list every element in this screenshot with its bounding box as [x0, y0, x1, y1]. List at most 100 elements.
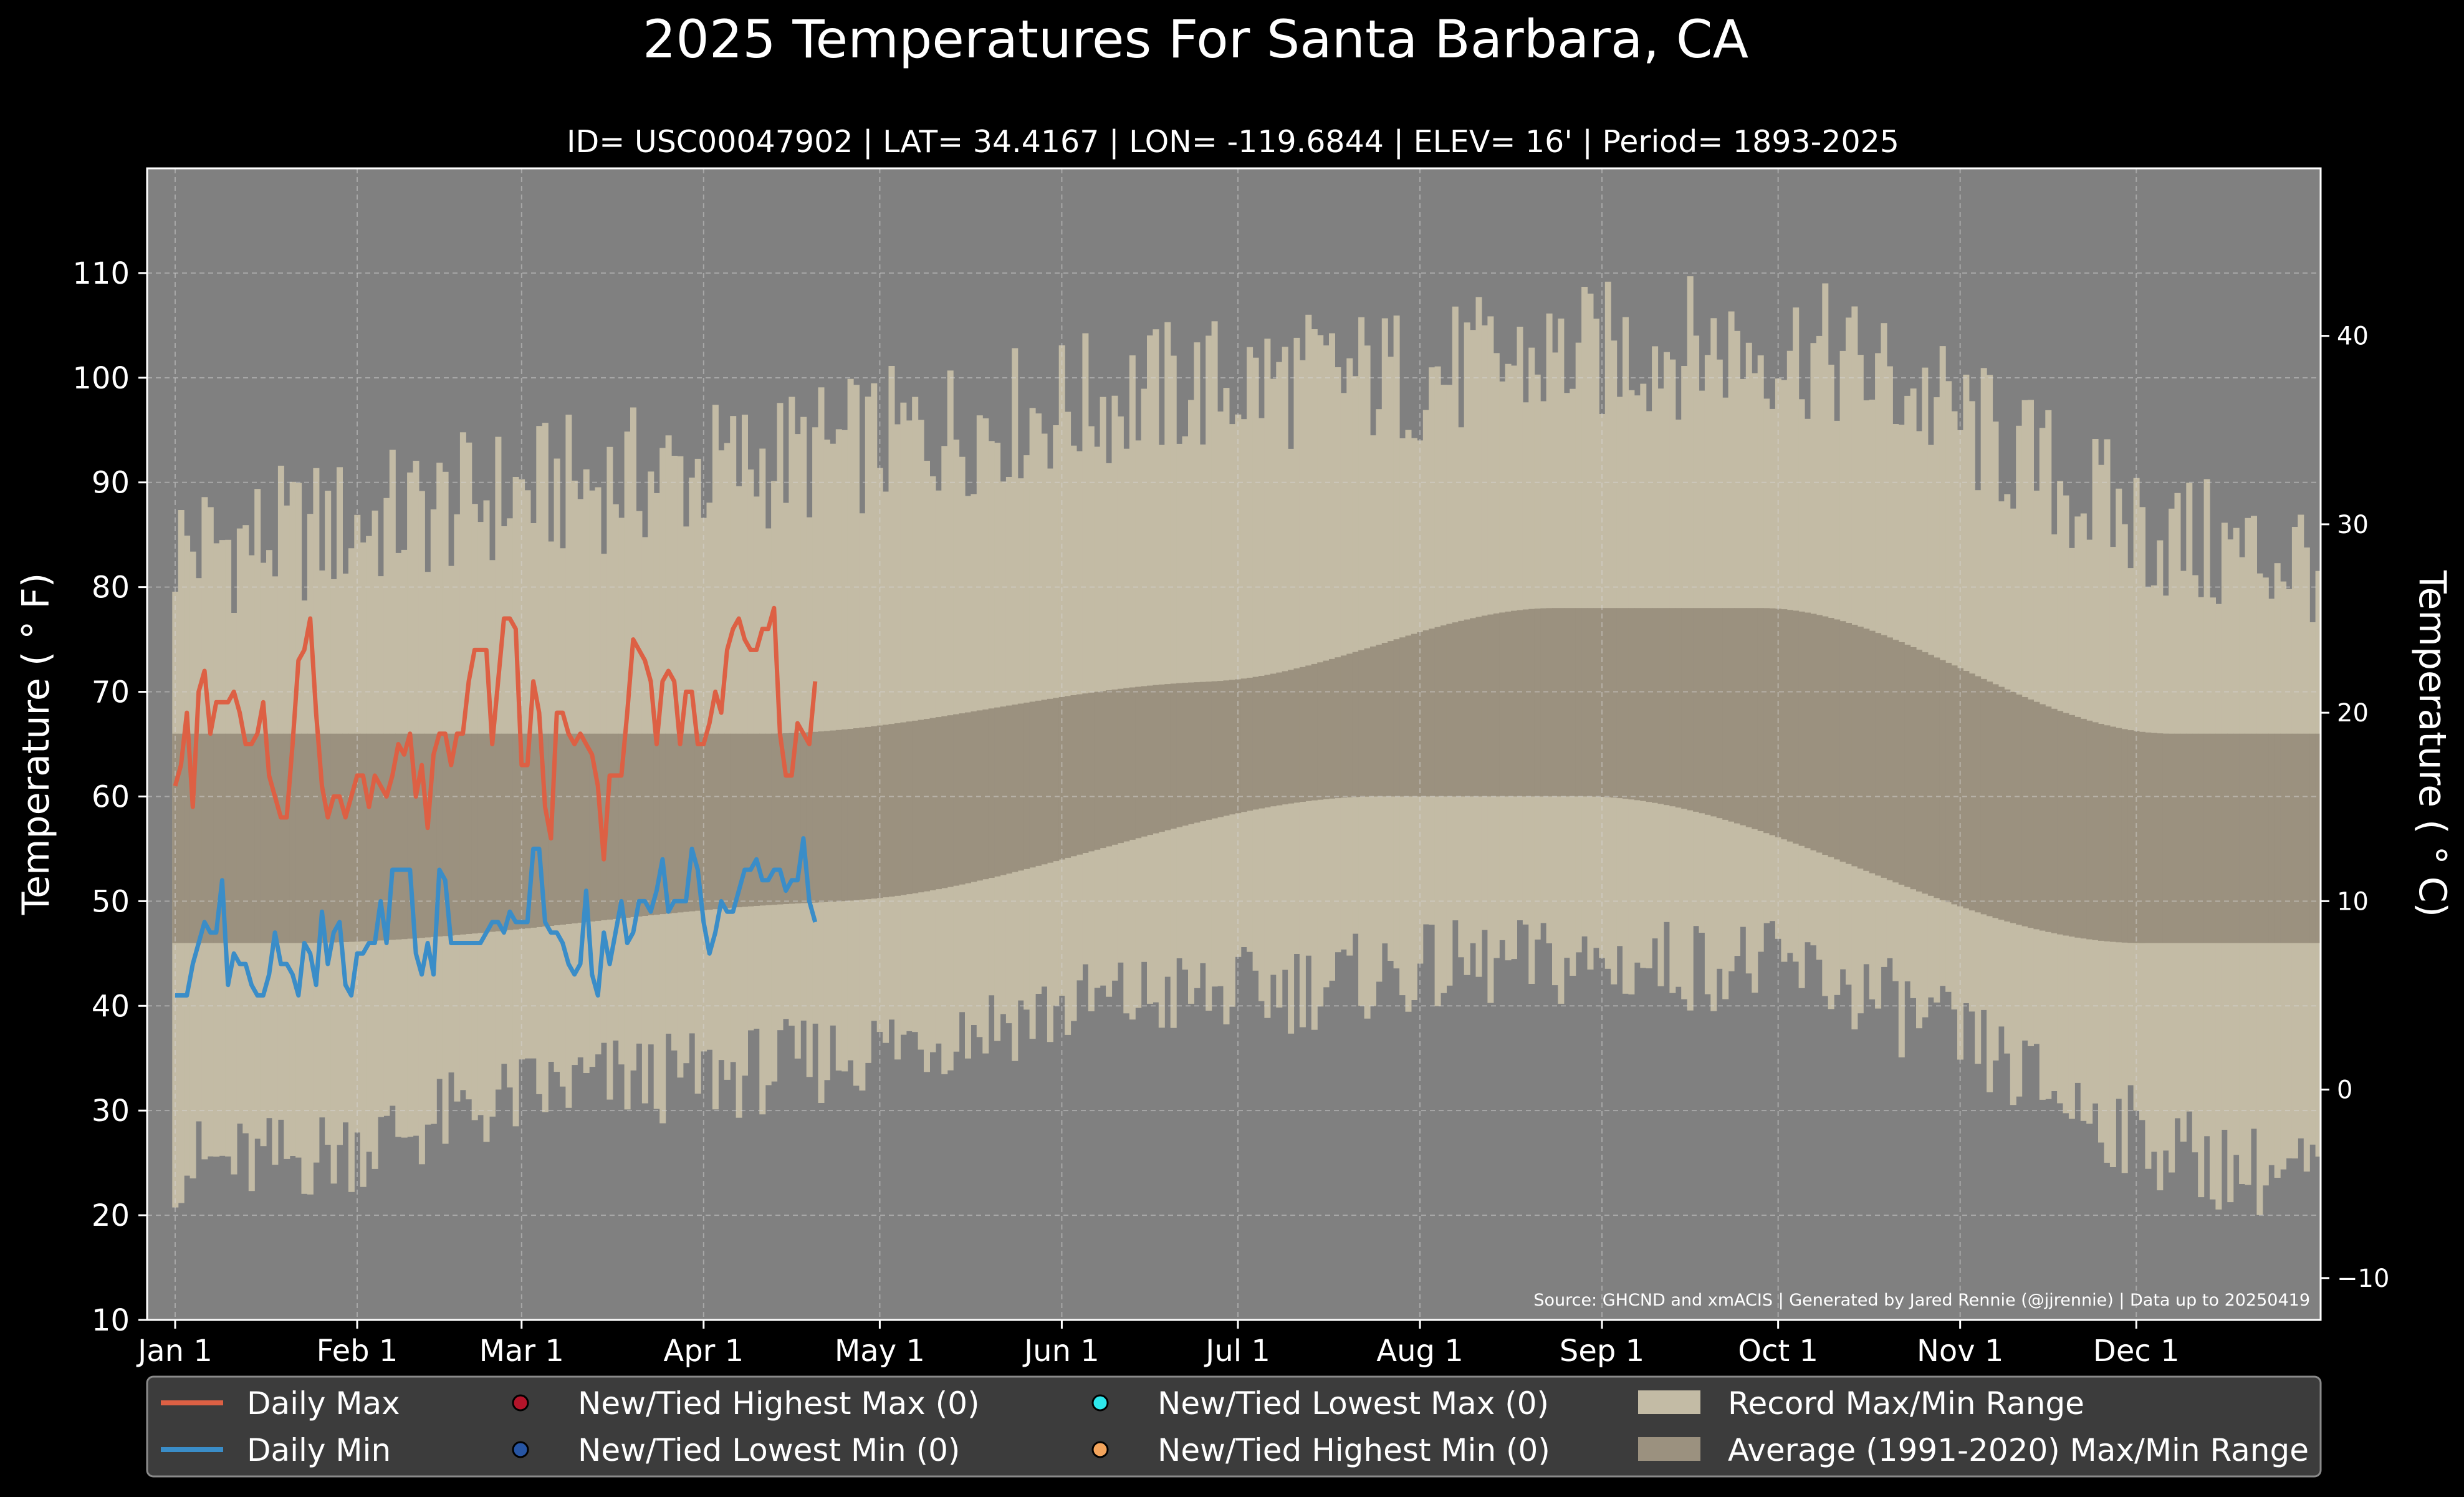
- average-range-bar: [524, 733, 531, 928]
- average-range-bar: [2139, 731, 2145, 943]
- legend: Daily Max Daily Min New/Tied Highest Max (…: [146, 1375, 2322, 1478]
- average-range-bar: [1247, 678, 1254, 811]
- average-range-bar: [342, 733, 349, 942]
- average-range-bar: [1587, 608, 1594, 797]
- average-range-bar: [430, 733, 437, 937]
- record-range-bar: [1141, 388, 1148, 962]
- legend-patch-swatch: [1638, 1390, 1700, 1414]
- average-range-bar: [1716, 608, 1723, 819]
- average-range-bar: [2121, 729, 2128, 943]
- average-range-bar: [1475, 617, 1482, 797]
- average-range-bar: [1441, 625, 1447, 797]
- average-range-bar: [1235, 679, 1242, 814]
- average-range-bar: [1094, 691, 1101, 850]
- average-range-bar: [536, 733, 543, 927]
- average-range-bar: [501, 733, 507, 931]
- average-range-bar: [1358, 650, 1365, 797]
- average-range-bar: [1939, 660, 1946, 900]
- average-range-bar: [2262, 733, 2269, 943]
- legend-item: New/Tied Highest Max (0): [512, 1385, 980, 1422]
- average-range-bar: [483, 733, 490, 933]
- y-right-tick-label: 0: [2337, 1076, 2352, 1105]
- record-range-bar: [1329, 333, 1335, 981]
- average-range-bar: [348, 733, 355, 942]
- average-range-bar: [2256, 733, 2263, 943]
- record-range-bar: [900, 402, 907, 1035]
- average-range-bar: [2274, 733, 2281, 943]
- average-range-bar: [284, 733, 290, 943]
- average-range-bar: [1065, 696, 1071, 858]
- average-range-bar: [847, 729, 854, 901]
- average-range-bar: [2092, 722, 2099, 940]
- y-right-tick-label: 20: [2337, 699, 2369, 728]
- average-range-bar: [2162, 733, 2169, 943]
- legend-label: Record Max/Min Range: [1728, 1385, 2084, 1422]
- average-range-bar: [2280, 733, 2287, 943]
- average-range-bar: [260, 733, 267, 943]
- y-right-tick-label: 10: [2337, 887, 2369, 916]
- average-range-bar: [794, 733, 801, 903]
- average-range-bar: [1834, 619, 1841, 860]
- average-range-bar: [841, 729, 848, 902]
- average-range-bar: [1100, 691, 1106, 849]
- average-range-bar: [337, 733, 343, 943]
- average-range-bar: [1775, 609, 1781, 837]
- average-range-bar: [1793, 610, 1800, 844]
- average-range-bar: [653, 733, 660, 915]
- average-range-bar: [2127, 730, 2134, 943]
- x-tick-label: Jun 1: [1022, 1334, 1100, 1369]
- average-range-bar: [1534, 609, 1541, 797]
- average-range-bar: [2057, 711, 2064, 935]
- average-range-bar: [454, 733, 461, 935]
- y-tick-label: 30: [92, 1094, 130, 1129]
- average-range-bar: [489, 733, 496, 932]
- average-range-bar: [648, 733, 654, 915]
- average-range-bar: [519, 733, 525, 929]
- average-range-bar: [1364, 648, 1371, 797]
- average-range-bar: [254, 733, 261, 943]
- average-range-bar: [2233, 733, 2240, 943]
- y-tick-label: 90: [92, 466, 130, 501]
- record-range-bar: [1305, 314, 1312, 956]
- average-range-bar: [1599, 608, 1606, 797]
- average-range-bar: [1446, 623, 1453, 797]
- average-range-bar: [395, 733, 402, 940]
- average-range-bar: [401, 733, 408, 940]
- average-range-bar: [971, 711, 977, 882]
- average-range-bar: [325, 733, 332, 943]
- average-range-bar: [1904, 645, 1911, 887]
- average-range-bar: [2033, 701, 2040, 930]
- average-range-bar: [2221, 733, 2228, 943]
- average-range-bar: [1898, 642, 1905, 885]
- average-range-bar: [683, 733, 689, 912]
- average-range-bar: [888, 724, 895, 897]
- average-range-bar: [612, 733, 619, 919]
- average-range-bar: [2251, 733, 2257, 943]
- average-range-bar: [1752, 608, 1758, 829]
- average-range-bar: [994, 707, 1001, 877]
- average-range-bar: [976, 710, 983, 881]
- y-tick-label: 100: [72, 361, 130, 396]
- record-range-bar: [800, 416, 807, 1021]
- average-range-bar: [495, 733, 502, 931]
- average-range-bar: [2180, 733, 2187, 943]
- average-range-bar: [2051, 708, 2058, 933]
- average-range-bar: [671, 733, 678, 913]
- average-range-bar: [571, 733, 578, 923]
- average-range-bar: [818, 731, 825, 903]
- record-range-bar: [1153, 329, 1159, 1003]
- average-range-bar: [1352, 652, 1359, 797]
- average-range-bar: [2315, 733, 2321, 943]
- average-range-bar: [301, 733, 308, 943]
- average-range-bar: [424, 733, 431, 938]
- average-range-bar: [759, 733, 766, 906]
- average-range-bar: [853, 728, 860, 900]
- legend-item: Record Max/Min Range: [1638, 1385, 2084, 1422]
- average-range-bar: [219, 733, 226, 943]
- average-range-bar: [565, 733, 572, 924]
- average-range-bar: [1675, 608, 1682, 808]
- average-range-bar: [1123, 688, 1130, 842]
- legend-label: New/Tied Lowest Min (0): [578, 1432, 960, 1468]
- average-range-bar: [935, 717, 942, 890]
- average-range-bar: [659, 733, 666, 915]
